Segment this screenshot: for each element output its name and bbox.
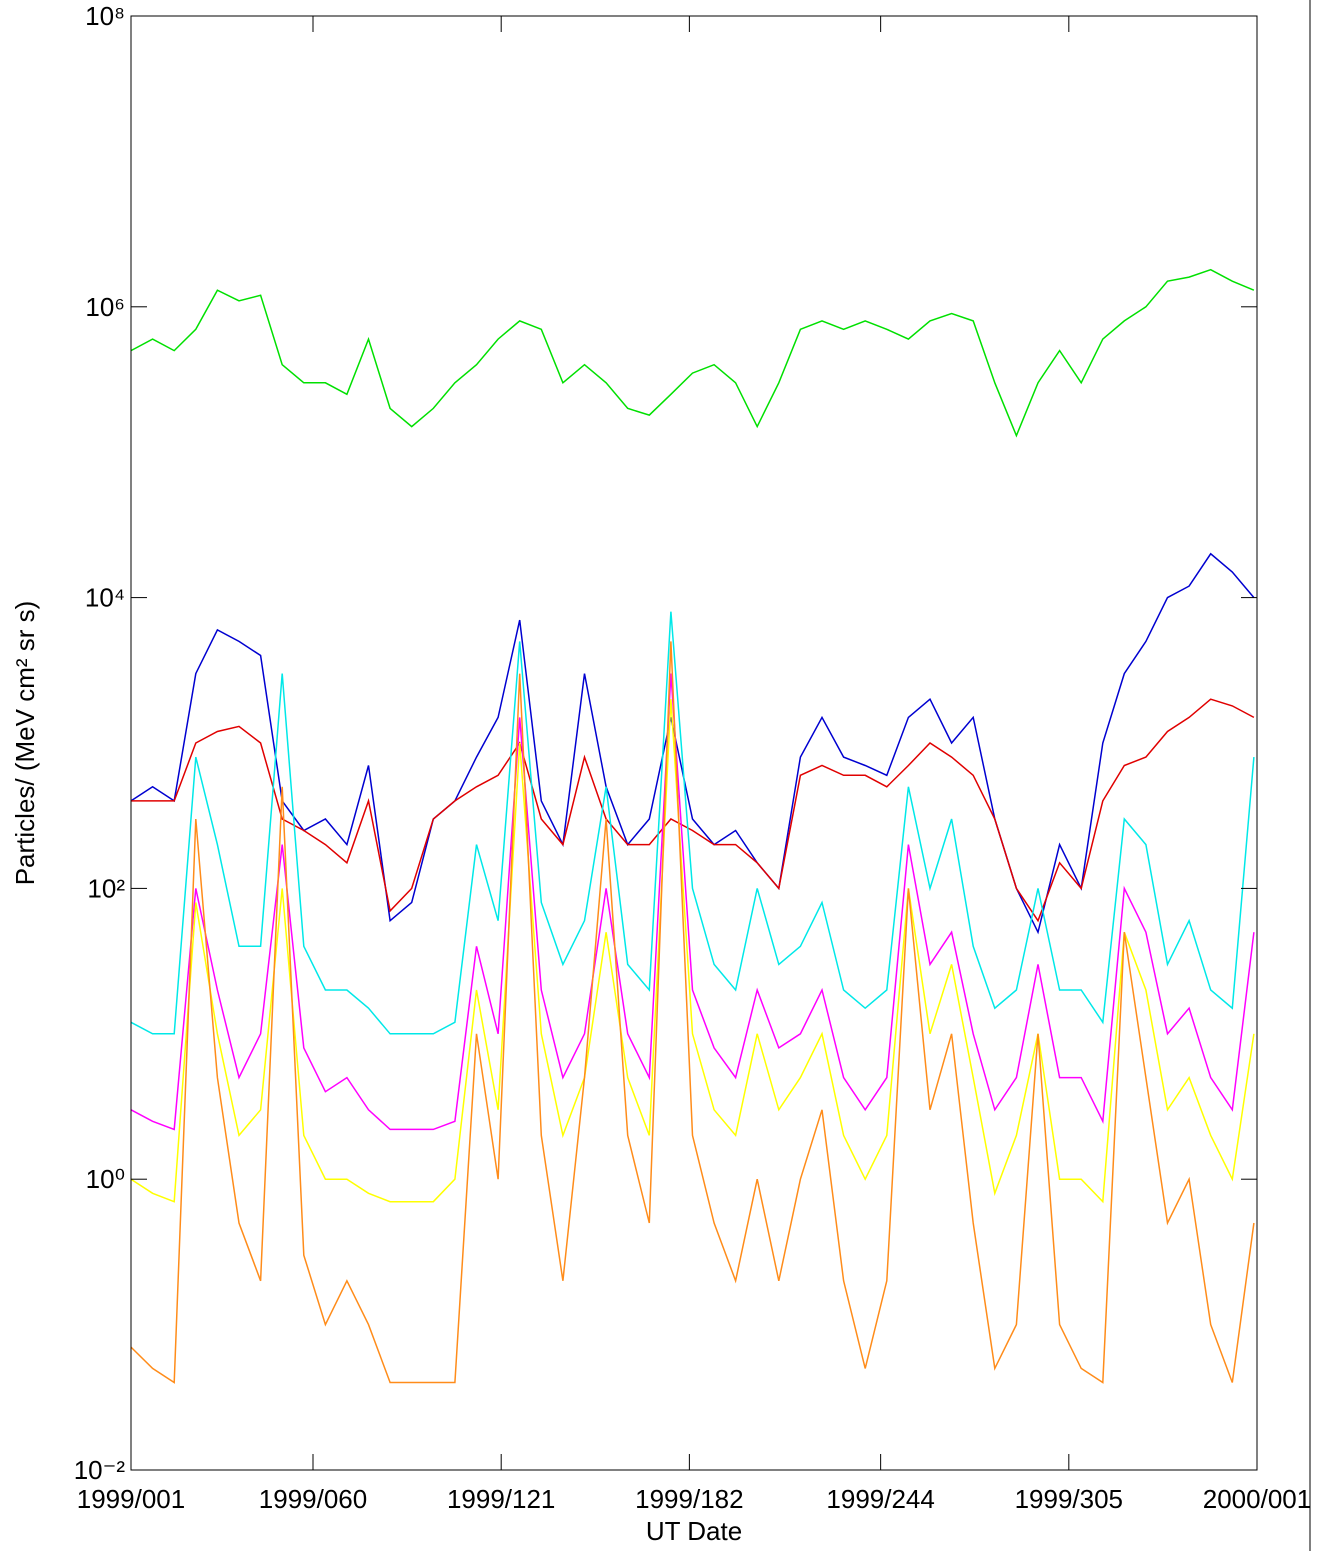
x-tick-label: 1999/244 bbox=[826, 1484, 934, 1514]
series-line bbox=[130, 673, 1255, 1131]
series-line bbox=[130, 611, 1255, 1035]
x-tick-label: 1999/182 bbox=[635, 1484, 743, 1514]
y-tick-label: 10⁻² bbox=[74, 1455, 126, 1485]
x-tick-label: 1999/305 bbox=[1015, 1484, 1123, 1514]
x-tick-label: 2000/001 bbox=[1203, 1484, 1311, 1514]
series-line bbox=[130, 268, 1255, 438]
y-tick-label: 10⁴ bbox=[85, 583, 125, 613]
plot-frame bbox=[130, 15, 1258, 1471]
y-tick-label: 10⁶ bbox=[85, 292, 125, 322]
x-tick-label: 1999/060 bbox=[259, 1484, 367, 1514]
series-line bbox=[131, 698, 1255, 923]
series-line bbox=[130, 641, 1255, 1384]
x-axis-title: UT Date bbox=[646, 1516, 742, 1546]
x-tick-label: 1999/001 bbox=[77, 1484, 185, 1514]
series-line bbox=[130, 699, 1255, 1204]
series-line bbox=[130, 552, 1255, 935]
y-tick-label: 10⁸ bbox=[85, 1, 125, 31]
y-tick-label: 10⁰ bbox=[86, 1164, 125, 1194]
x-tick-label: 1999/121 bbox=[447, 1484, 555, 1514]
y-axis-title: Particles/ (MeV cm² sr s) bbox=[10, 601, 40, 886]
y-tick-label: 10² bbox=[87, 873, 125, 903]
